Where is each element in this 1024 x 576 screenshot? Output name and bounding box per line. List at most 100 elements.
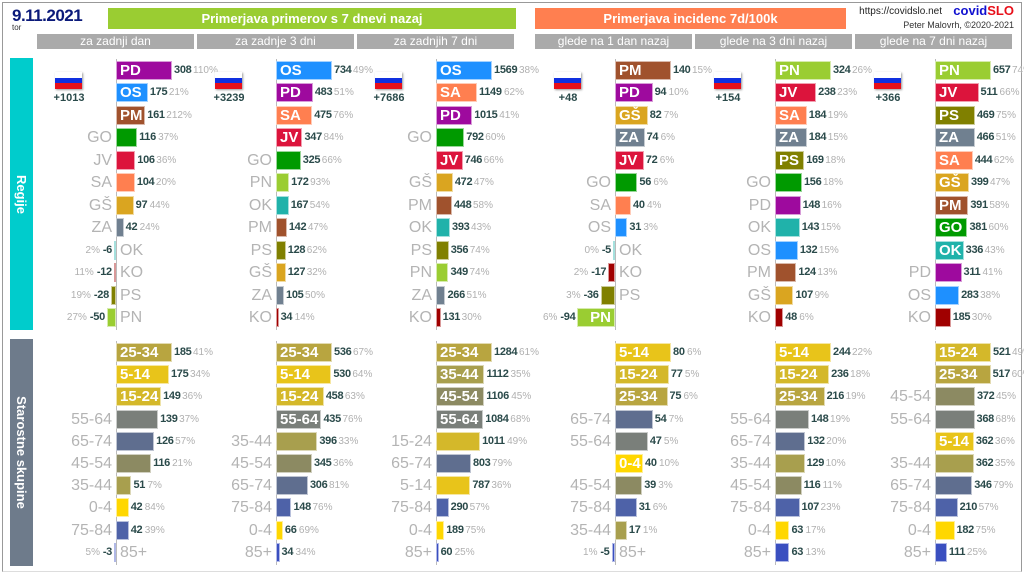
bar-value: 40 <box>633 198 645 211</box>
bar-percent: 6% <box>542 311 558 323</box>
bar-label: 85+ <box>903 543 931 561</box>
bar-label: 45-54 <box>730 477 771 495</box>
subtitle-6: glede na 7 dni nazaj <box>855 34 1012 49</box>
bar-label: 35-44 <box>440 366 479 384</box>
bar-value: 210 <box>959 501 978 514</box>
bar-value: 483 <box>314 86 333 99</box>
section-regije-label: Regije <box>14 174 30 214</box>
bar-55-64 <box>615 431 648 451</box>
bar-value: 372 <box>976 390 995 403</box>
bar-value: 111 <box>948 545 966 558</box>
bar-percent: 27% <box>66 311 87 323</box>
bar-label: 25-34 <box>619 388 658 406</box>
bar-percent: 35% <box>510 369 531 381</box>
bar-value: 31 <box>638 501 651 514</box>
bar-value: 746 <box>464 153 483 166</box>
bar-percent: 30% <box>971 311 992 323</box>
bar-value: 236 <box>831 368 849 381</box>
bar-65-74 <box>775 431 806 451</box>
bar-label: 35-44 <box>570 521 611 539</box>
bar-percent: 34% <box>189 369 210 381</box>
bar-label: 55-64 <box>730 410 771 428</box>
bar-5-14 <box>775 343 831 362</box>
bar-percent: 68% <box>510 413 531 425</box>
bar-label: 65-74 <box>231 477 272 495</box>
bar-value: 521 <box>993 346 1011 358</box>
bar-85+ <box>611 542 615 562</box>
bar-percent: 1% <box>642 524 658 536</box>
bar-value: 105 <box>286 288 304 301</box>
bar-percent: 43% <box>471 222 492 234</box>
bar-value: -28 <box>93 288 109 301</box>
bar-75-84 <box>436 498 449 518</box>
bar-value: 792 <box>466 131 484 144</box>
bar-value: 345 <box>314 457 332 469</box>
slovenia-flag-icon <box>375 72 402 89</box>
bar-75-84 <box>116 520 129 540</box>
bar-percent: 51% <box>466 289 487 301</box>
bar-PS <box>276 240 286 260</box>
bar-percent: 36% <box>182 391 203 403</box>
bar-ZA <box>935 128 975 148</box>
bar-percent: 17% <box>805 524 826 536</box>
bar-percent: 49% <box>507 435 528 447</box>
bar-label: 75-84 <box>231 499 272 517</box>
bar-0-4 <box>276 520 283 540</box>
bar-label: 0-4 <box>907 521 931 539</box>
bar-percent: 32% <box>306 267 327 279</box>
bar-value: 156 <box>803 176 822 189</box>
bar-value: 149 <box>163 390 181 403</box>
bar-85+ <box>775 542 790 562</box>
bar-percent: 10% <box>668 87 689 99</box>
bar-label: 55-64 <box>440 410 479 428</box>
bar-label: GO <box>586 174 611 192</box>
axis-line <box>276 59 277 331</box>
bar-label: OS <box>587 219 611 237</box>
bar-percent: 58% <box>472 199 493 211</box>
bar-percent: 69% <box>298 524 319 536</box>
bar-SA <box>436 83 477 103</box>
bar-percent: 75% <box>975 524 996 536</box>
bar-PM <box>436 195 452 215</box>
bar-label: 15-24 <box>619 366 658 384</box>
bar-percent: 39% <box>144 524 165 536</box>
bar-label: 5-14 <box>779 344 810 361</box>
bar-KO <box>113 263 116 283</box>
bar-label: 45-54 <box>71 455 112 472</box>
bar-label: 75-84 <box>890 499 931 517</box>
bar-label: 75-84 <box>71 521 112 539</box>
bar-value: 472 <box>454 176 473 189</box>
bar-value: -6 <box>102 243 112 256</box>
bar-value: 399 <box>971 176 989 189</box>
bar-percent: 57% <box>469 502 490 514</box>
bar-GO <box>436 128 465 148</box>
bar-label: PN <box>409 264 432 282</box>
bar-85+ <box>276 542 280 562</box>
bar-GŠ <box>116 195 134 215</box>
bar-65-74 <box>615 409 653 429</box>
bar-OS <box>276 61 332 80</box>
bar-value: 60 <box>440 545 453 558</box>
bar-label: OS <box>907 286 931 304</box>
bar-percent: 62% <box>993 154 1014 166</box>
slovenia-flag-icon <box>714 72 741 89</box>
bar-value: -5 <box>600 545 610 558</box>
bar-KO <box>276 307 279 327</box>
bar-percent: 20% <box>826 435 847 447</box>
bar-value: 1106 <box>486 390 509 403</box>
bar-percent: 16% <box>821 199 842 211</box>
bar-value: 167 <box>290 198 309 211</box>
bar-5-14 <box>116 365 169 385</box>
bar-25-34 <box>116 343 172 362</box>
group2-header: Primerjava incidenc 7d/100k <box>535 8 846 29</box>
bar-percent: 5% <box>684 369 700 381</box>
bar-percent: 61% <box>519 347 540 358</box>
bar-PS <box>775 150 805 170</box>
bar-percent: 35% <box>994 458 1015 469</box>
bar-value: -36 <box>583 288 599 301</box>
bar-SA <box>116 173 135 193</box>
bar-PM <box>276 218 287 238</box>
bar-PN <box>577 307 615 327</box>
bar-value: 172 <box>291 176 309 189</box>
panel-total: +154 <box>715 92 741 104</box>
